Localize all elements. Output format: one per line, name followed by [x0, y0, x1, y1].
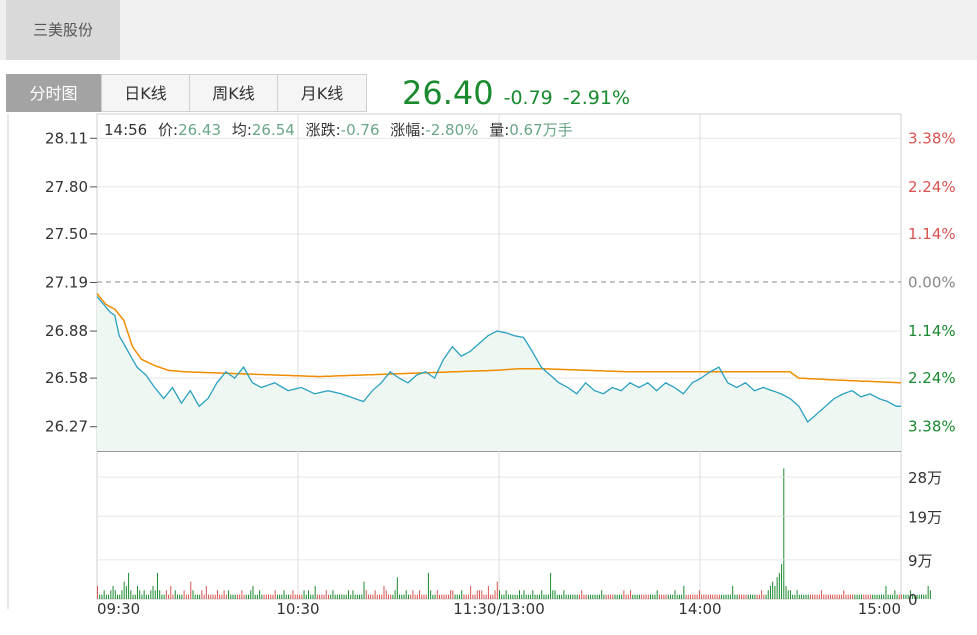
price-change-percent: -2.91%	[562, 87, 630, 109]
info-percent-label: 涨幅:	[390, 121, 425, 139]
time-tick-label: 11:30/13:00	[453, 600, 545, 618]
price-tick-label: 26.58	[45, 369, 88, 387]
current-price: 26.40	[402, 74, 494, 112]
percent-axis-labels: 3.38% 2.24% 1.14% 0.00% 1.14% 2.24% 3.38%	[908, 129, 956, 435]
time-tick-label: 09:30	[97, 600, 140, 618]
percent-tick-label: 3.38%	[908, 129, 956, 147]
price-line	[96, 296, 901, 424]
stock-name-tab[interactable]: 三美股份	[6, 0, 120, 60]
info-avg-label: 均:	[232, 121, 252, 139]
price-tick-label: 27.19	[45, 274, 88, 292]
info-price: 26.43	[178, 121, 221, 139]
price-tick-label: 27.50	[45, 225, 88, 243]
info-percent: -2.80%	[425, 121, 478, 139]
percent-tick-label: 3.38%	[908, 418, 956, 436]
percent-tick-label: 2.24%	[908, 369, 956, 387]
price-axis-labels: 28.11 27.80 27.50 27.19 26.88 26.58 26.27	[45, 129, 97, 436]
price-tick-label: 26.88	[45, 322, 88, 340]
info-time: 14:56	[104, 121, 147, 139]
price-area	[97, 296, 901, 451]
percent-tick-label: 1.14%	[908, 322, 956, 340]
intraday-chart: 28.11 27.80 27.50 27.19 26.88 26.58 26.27 3.38…	[7, 113, 956, 618]
price-tick-label: 28.11	[45, 129, 88, 147]
info-volume-label: 量:	[489, 121, 509, 139]
tab-daily-k[interactable]: 日K线	[101, 74, 190, 112]
price-change: -0.79	[503, 87, 553, 109]
info-price-label: 价:	[158, 121, 178, 139]
info-change: -0.76	[341, 121, 380, 139]
average-price-line	[96, 293, 902, 384]
price-tick-label: 26.27	[45, 418, 88, 436]
tab-monthly-k[interactable]: 月K线	[278, 74, 367, 112]
info-volume: 0.67万手	[509, 121, 572, 139]
time-tick-label: 14:00	[678, 600, 721, 618]
tab-intraday[interactable]: 分时图	[6, 74, 101, 112]
volume-tick-label: 28万	[908, 469, 942, 487]
volume-axis-labels: 28万 19万 9万 0	[97, 469, 942, 609]
info-bar: 14:56 价:26.43 均:26.54 涨跌:-0.76 涨幅:-2.80%…	[104, 121, 573, 139]
percent-tick-label: 1.14%	[908, 225, 956, 243]
volume-tick-label: 9万	[908, 552, 933, 570]
percent-tick-label: 0.00%	[908, 274, 956, 292]
quote-summary: 26.40 -0.79 -2.91%	[402, 74, 630, 112]
chart-tabs: 分时图 日K线 周K线 月K线	[6, 74, 367, 112]
time-tick-label: 10:30	[276, 600, 319, 618]
top-bar: 三美股份	[0, 0, 977, 60]
info-avg: 26.54	[252, 121, 295, 139]
info-change-label: 涨跌:	[306, 121, 341, 139]
volume-tick-label: 19万	[908, 508, 942, 526]
percent-tick-label: 2.24%	[908, 178, 956, 196]
time-tick-label: 15:00	[858, 600, 901, 618]
time-axis-labels: 09:30 10:30 11:30/13:00 14:00 15:00	[97, 600, 901, 618]
volume-tick-label: 0	[908, 591, 918, 609]
volume-bars	[97, 468, 931, 599]
price-tick-label: 27.80	[45, 178, 88, 196]
tab-weekly-k[interactable]: 周K线	[190, 74, 278, 112]
